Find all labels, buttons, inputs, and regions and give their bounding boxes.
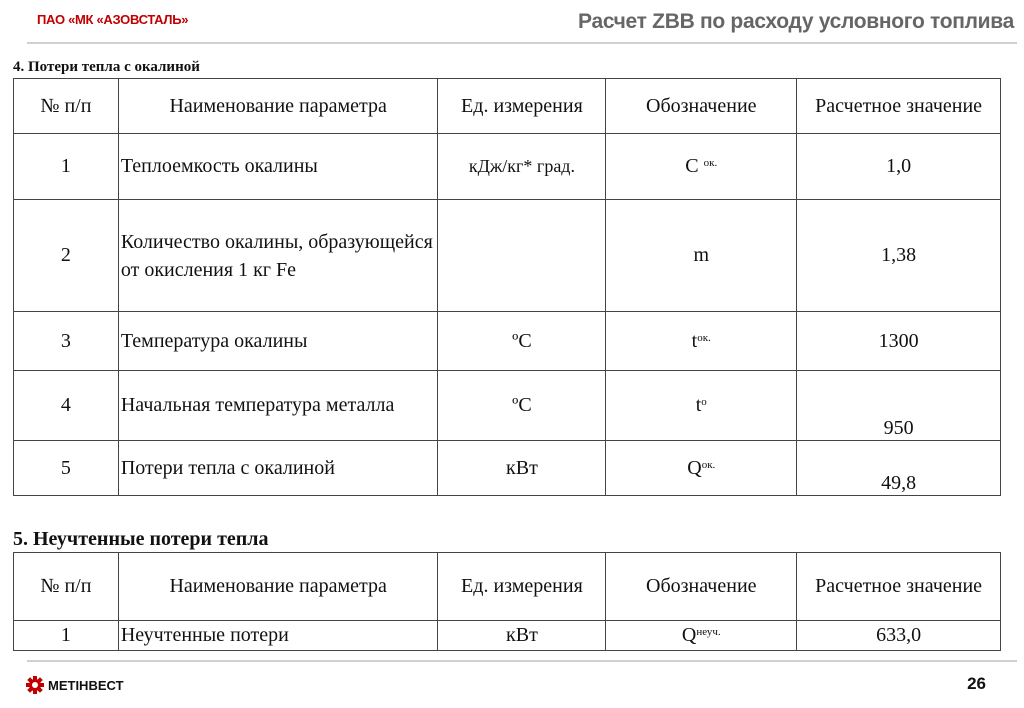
- symbol: m: [605, 199, 798, 312]
- symbol-sub: о: [701, 396, 707, 408]
- param-name: Теплоемкость окалины: [117, 133, 439, 200]
- symbol-sub: ок.: [697, 331, 711, 344]
- header-cell: Ед. измерения: [437, 552, 607, 621]
- value: 49,8: [796, 440, 1001, 496]
- unit: кДж/кг* град.: [437, 133, 607, 200]
- row-number: 1: [13, 620, 119, 651]
- unit: ºС: [437, 370, 607, 441]
- param-name: Температура окалины: [117, 311, 439, 371]
- unaccounted-loss-table: № п/п Наименование параметра Ед. измерен…: [13, 552, 1001, 651]
- symbol-main: С: [685, 155, 699, 177]
- logo-gear-icon: [26, 676, 44, 694]
- value: 633,0: [796, 620, 1001, 651]
- table-header-row: № п/п Наименование параметра Ед. измерен…: [13, 552, 1001, 621]
- symbol-sub: неуч.: [696, 626, 721, 638]
- value: 1,0: [796, 133, 1001, 200]
- section-5-title: 5. Неучтенные потери тепла: [13, 528, 269, 550]
- row-number: 3: [13, 311, 119, 371]
- row-number: 4: [13, 370, 119, 441]
- param-name: Неучтенные потери: [117, 620, 439, 651]
- symbol-main: t: [695, 394, 702, 416]
- unit: кВт: [437, 620, 607, 651]
- table-header-row: № п/п Наименование параметра Ед. измерен…: [13, 78, 1001, 134]
- metinvest-logo: МЕТІНВЕСТ: [26, 676, 124, 694]
- table-row: 3 Температура окалины ºС tок. 1300: [13, 311, 1001, 371]
- symbol: Qок.: [605, 440, 798, 496]
- table-row: 4 Начальная температура металла ºС tо 95…: [13, 370, 1001, 441]
- header-cell: Расчетное значение: [796, 552, 1001, 621]
- row-number: 2: [13, 199, 119, 312]
- param-name: Начальная температура металла: [117, 370, 439, 441]
- table-row: 2 Количество окалины, образующейся от ок…: [13, 199, 1001, 312]
- table-row: 1 Теплоемкость окалины кДж/кг* град. С о…: [13, 133, 1001, 200]
- unit: ºС: [437, 311, 607, 371]
- symbol-main: m: [693, 244, 710, 266]
- header-cell: Ед. измерения: [437, 78, 607, 134]
- header-cell: Обозначение: [605, 78, 798, 134]
- symbol-sub: ок.: [703, 157, 718, 169]
- symbol: tок.: [605, 311, 798, 371]
- slide-title: Расчет ZBB по расходу условного топлива: [578, 10, 1014, 33]
- param-name: Потери тепла с окалиной: [117, 440, 439, 496]
- header-cell: Обозначение: [605, 552, 798, 621]
- table-row: 5 Потери тепла с окалиной кВт Qок. 49,8: [13, 440, 1001, 496]
- header-cell: Расчетное значение: [796, 78, 1001, 134]
- section-4-title: 4. Потери тепла с окалиной: [13, 59, 200, 75]
- header-cell: Наименование параметра: [117, 552, 439, 621]
- symbol-sub: ок.: [701, 458, 716, 471]
- value: 1300: [796, 311, 1001, 371]
- table-row: 1 Неучтенные потери кВт Qнеуч. 633,0: [13, 620, 1001, 651]
- value: 1,38: [796, 199, 1001, 312]
- symbol: С ок.: [605, 133, 798, 200]
- value: 950: [796, 370, 1001, 441]
- logo-text: МЕТІНВЕСТ: [48, 677, 124, 693]
- header-cell: Наименование параметра: [117, 78, 439, 134]
- param-name: Количество окалины, образующейся от окис…: [117, 199, 439, 312]
- page-number: 26: [967, 674, 986, 693]
- unit: [437, 199, 607, 312]
- header-divider: [27, 42, 1017, 44]
- row-number: 5: [13, 440, 119, 496]
- symbol: tо: [605, 370, 798, 441]
- row-number: 1: [13, 133, 119, 200]
- symbol-main: t: [691, 329, 698, 352]
- heat-loss-table: № п/п Наименование параметра Ед. измерен…: [13, 78, 1001, 496]
- symbol-main: Q: [687, 456, 702, 479]
- company-name: ПАО «МК «АЗОВСТАЛЬ»: [37, 12, 189, 27]
- symbol-main: Q: [681, 624, 697, 646]
- footer-divider: [27, 660, 1017, 662]
- symbol: Qнеуч.: [605, 620, 798, 651]
- unit: кВт: [437, 440, 607, 496]
- header-cell: № п/п: [13, 78, 119, 134]
- header-cell: № п/п: [13, 552, 119, 621]
